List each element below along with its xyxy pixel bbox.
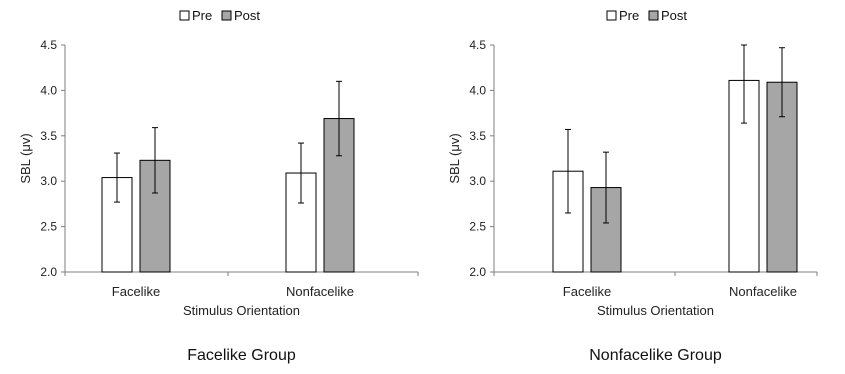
legend: Pre Post [179, 8, 260, 23]
x-axis-label: Stimulus Orientation [597, 303, 714, 318]
y-tick-label: 2.5 [469, 220, 486, 234]
legend: Pre Post [606, 8, 687, 23]
x-axis-label: Stimulus Orientation [183, 303, 300, 318]
x-category-label: Facelike [112, 284, 160, 299]
legend-label-post: Post [234, 8, 260, 23]
chart-title: Facelike Group [187, 347, 296, 364]
y-tick-label: 4.5 [469, 38, 486, 52]
y-axis-label: SBL (μv) [447, 133, 462, 183]
y-tick-label: 2.5 [40, 220, 57, 234]
legend-swatch-post [221, 10, 232, 21]
y-tick-label: 4.5 [40, 38, 57, 52]
y-tick-label: 3.5 [469, 129, 486, 143]
chart-panel-1: Pre Post 2.0 2.5 3.0 3.5 4.0 4.5 SBL (μv) Facelik… [18, 8, 419, 364]
legend-label-pre: Pre [192, 8, 212, 23]
legend-swatch-pre [179, 10, 190, 21]
y-tick-label: 3.5 [40, 129, 57, 143]
x-category-label: Facelike [563, 284, 611, 299]
legend-label-post: Post [661, 8, 687, 23]
y-tick-label: 2.0 [469, 265, 486, 279]
y-tick-label: 3.0 [469, 174, 486, 188]
chart-panel-2: Pre Post 2.0 2.5 3.0 3.5 4.0 4.5 SBL (μv) Facelik… [447, 8, 818, 364]
y-tick-label: 3.0 [40, 174, 57, 188]
chart-title: Nonfacelike Group [589, 347, 722, 364]
bar-post-nonfacelike [323, 118, 355, 273]
x-category-label: Nonfacelike [729, 284, 797, 299]
legend-swatch-pre [606, 10, 617, 21]
y-axis-label: SBL (μv) [18, 133, 33, 183]
legend-swatch-post [648, 10, 659, 21]
x-category-label: Nonfacelike [286, 284, 354, 299]
y-tick-label: 4.0 [469, 83, 486, 97]
y-tick-label: 2.0 [40, 265, 57, 279]
legend-label-pre: Pre [619, 8, 639, 23]
y-tick-label: 4.0 [40, 83, 57, 97]
